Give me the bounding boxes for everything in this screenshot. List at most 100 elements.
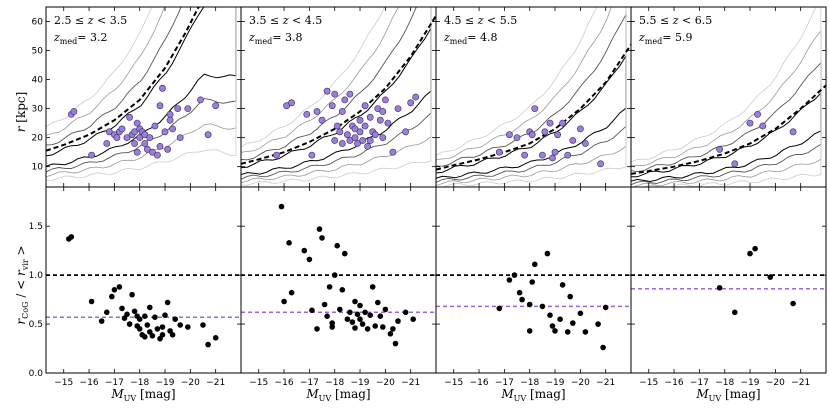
contours — [46, 7, 237, 181]
data-point — [402, 309, 409, 316]
data-point — [306, 256, 313, 263]
panel-4: −15 −16 −17 −18 −19 −20 −21 5.5 ≤ z < 6.5 zmed= … — [630, 6, 827, 388]
data-point — [70, 108, 78, 115]
data-point — [752, 245, 758, 252]
data-point — [747, 250, 753, 257]
data-point — [141, 131, 149, 139]
data-point — [143, 145, 151, 153]
data-point — [303, 111, 311, 118]
top-frame — [435, 6, 632, 188]
contours — [241, 7, 432, 186]
data-point — [390, 326, 396, 332]
data-point — [384, 119, 392, 127]
bottom-y-tick-label: 0.0 — [29, 369, 44, 379]
data-point — [516, 289, 523, 296]
data-point — [549, 154, 556, 162]
top-y-tick-label: 10 — [32, 163, 44, 173]
data-point — [329, 320, 336, 326]
data-point — [506, 277, 513, 283]
data-point — [309, 307, 315, 314]
data-point — [567, 293, 573, 300]
data-point — [412, 93, 420, 101]
contour-level-4 — [241, 7, 432, 186]
data-point — [200, 322, 206, 328]
data-point — [126, 321, 133, 327]
data-point — [343, 131, 351, 139]
data-point — [328, 102, 336, 110]
bottom-points — [278, 203, 417, 347]
data-point — [159, 84, 166, 92]
x-tick-label: −21 — [791, 378, 810, 388]
data-point — [324, 313, 330, 320]
data-point — [133, 119, 141, 127]
data-point — [364, 326, 371, 332]
data-point — [164, 299, 171, 306]
data-point — [759, 122, 767, 130]
data-point — [789, 128, 797, 136]
panel-2: −15 −16 −17 −18 −19 −20 −21 3.5 ≤ z < 4.5 zmed= … — [240, 6, 437, 388]
data-point — [331, 90, 339, 98]
data-point — [716, 145, 723, 153]
data-point — [319, 235, 325, 241]
data-point — [382, 306, 389, 313]
bottom-y-tick-label: 1.5 — [29, 222, 43, 232]
x-tick-label: −15 — [54, 378, 73, 388]
data-point — [159, 324, 166, 330]
data-point — [159, 332, 166, 338]
data-point — [559, 119, 566, 127]
data-point — [361, 102, 369, 110]
contour-level-4 — [46, 7, 237, 181]
data-point — [349, 319, 356, 325]
data-point — [352, 325, 358, 331]
x-axis-label: MUV [mag] — [695, 387, 760, 403]
data-point — [395, 318, 401, 324]
data-point — [570, 320, 576, 326]
bottom-points — [66, 234, 219, 348]
contour-level-1 — [631, 91, 822, 183]
x-tick-label: −19 — [546, 378, 565, 388]
data-point — [103, 140, 111, 147]
data-point — [316, 226, 323, 232]
top-points — [716, 111, 797, 168]
data-point — [495, 148, 503, 156]
data-point — [528, 131, 536, 139]
panel-1: −15 −16 −17 −18 −19 −20 −21 10 20 30 40 50 60 0.5 1.0 1… — [29, 6, 242, 388]
top-points — [273, 87, 420, 159]
data-point — [564, 329, 571, 335]
data-point — [301, 247, 308, 254]
bottom-frame — [630, 186, 827, 374]
data-point — [88, 298, 95, 305]
data-point — [552, 328, 558, 334]
data-point — [147, 304, 153, 311]
data-point — [366, 137, 374, 144]
bottom-frame — [45, 186, 242, 374]
panels-layer: −15 −16 −17 −18 −19 −20 −21 10 20 30 40 50 60 0.5 1.0 1… — [29, 6, 827, 388]
bottom-points — [716, 245, 796, 316]
data-point — [380, 324, 386, 330]
data-point — [283, 102, 290, 110]
data-point — [582, 329, 589, 335]
data-point — [169, 125, 176, 133]
data-point — [142, 334, 148, 340]
data-point — [402, 128, 409, 136]
x-tick-label: −20 — [571, 378, 590, 388]
data-point — [119, 305, 125, 312]
data-point — [521, 151, 528, 159]
data-point — [372, 323, 379, 329]
data-point — [111, 287, 118, 293]
data-point — [526, 301, 533, 308]
top-y-tick-label: 30 — [32, 105, 44, 115]
bottom-frame — [240, 186, 437, 374]
data-point — [356, 128, 364, 136]
data-point — [152, 314, 158, 321]
data-point — [136, 134, 144, 141]
data-point — [549, 323, 556, 329]
data-point — [338, 108, 346, 115]
x-tick-label: −17 — [495, 378, 514, 388]
data-point — [526, 328, 533, 334]
data-point — [204, 131, 212, 139]
data-point — [273, 151, 280, 159]
data-point — [351, 125, 359, 133]
x-tick-label: −21 — [401, 378, 420, 388]
